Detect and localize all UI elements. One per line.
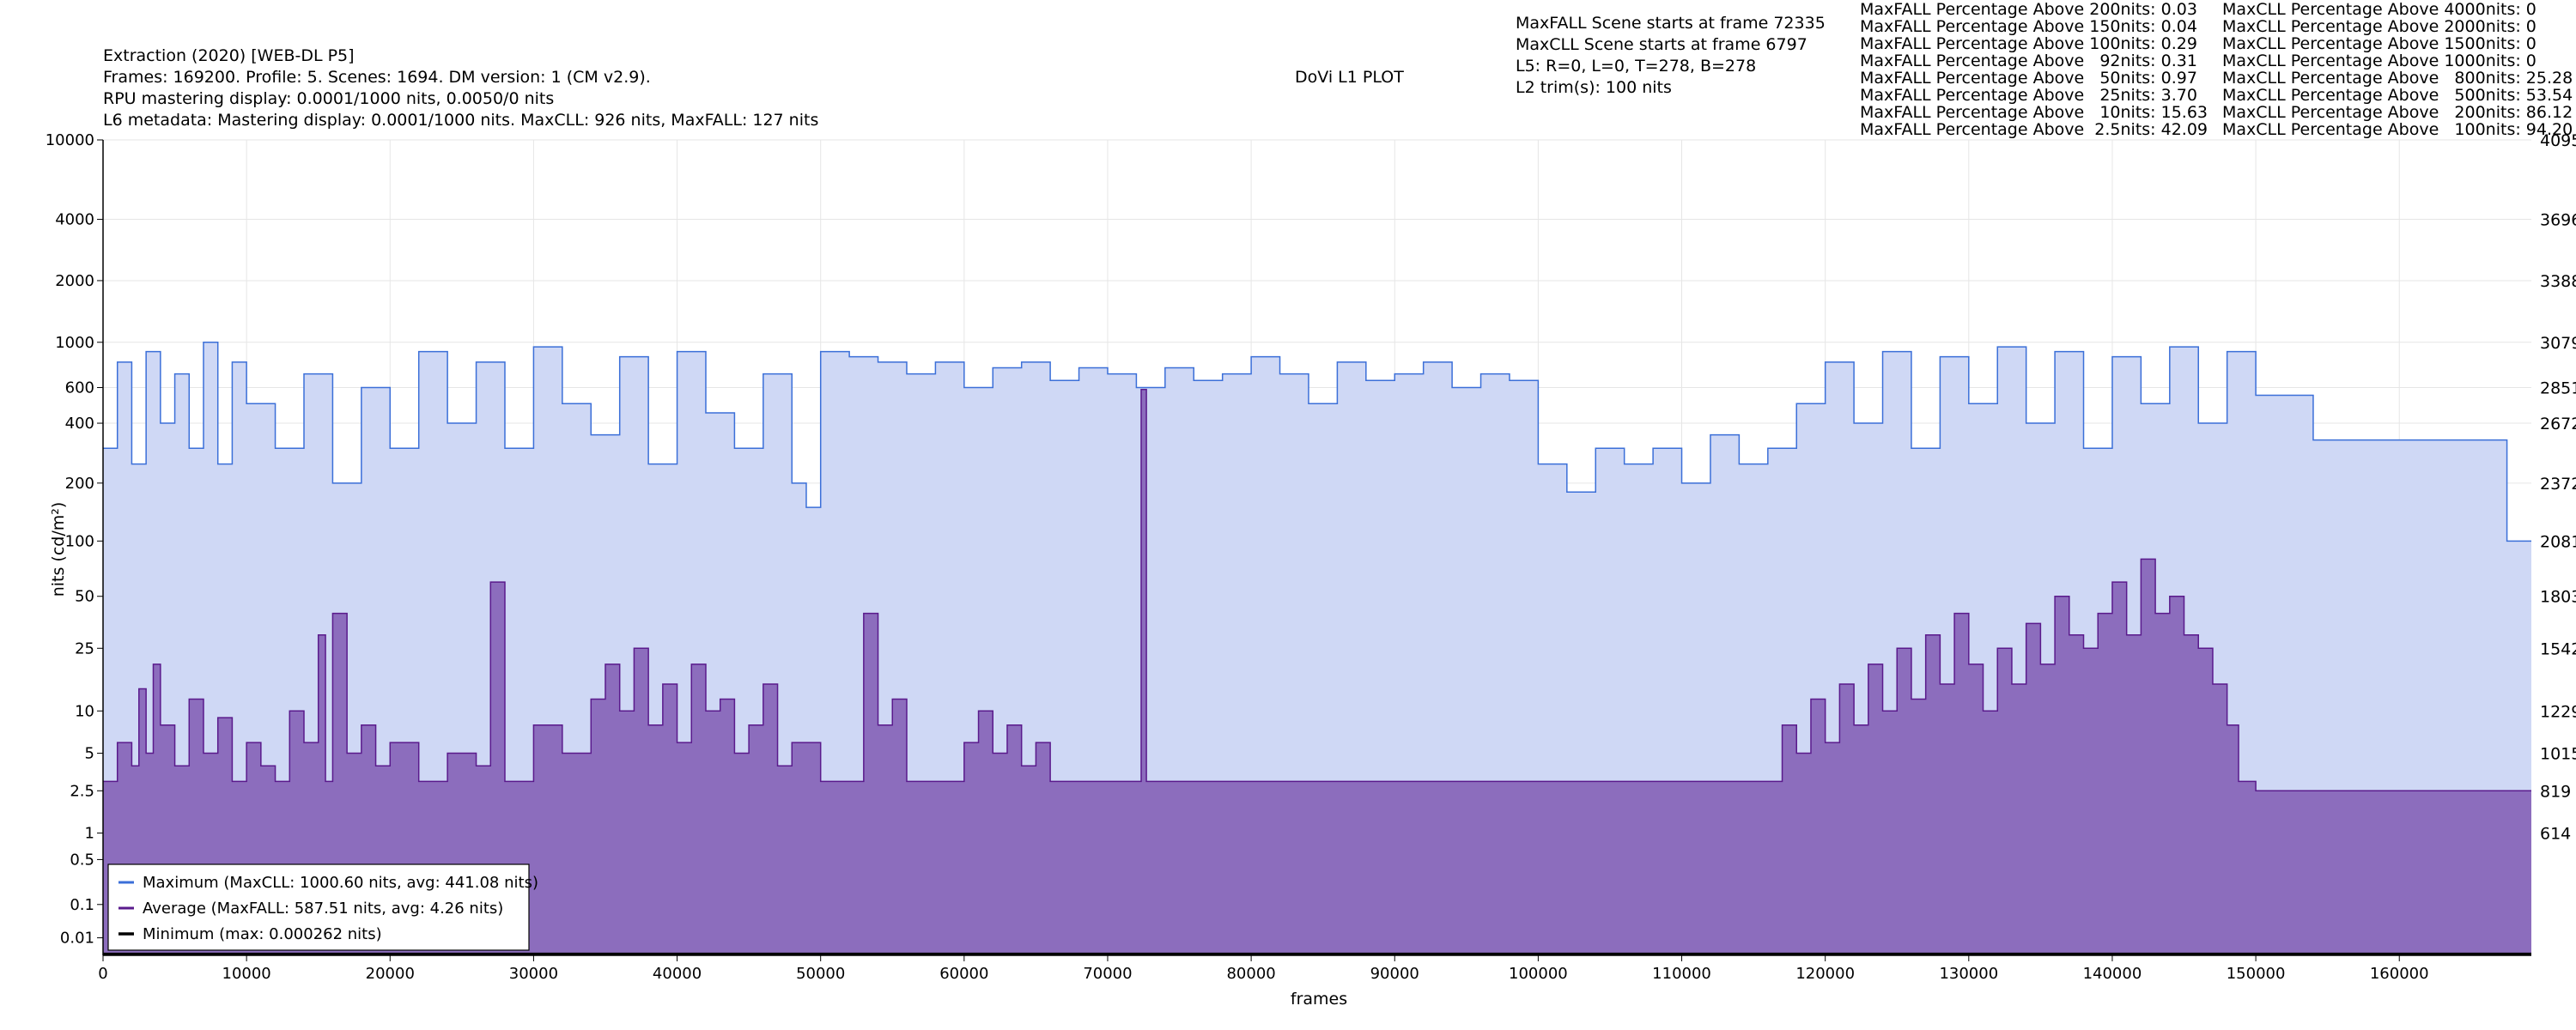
y-tick-label: 0.1 [70, 896, 94, 914]
maxfall-pct-line: MaxFALL Percentage Above 150nits: 0.04 [1860, 17, 2197, 36]
y-tick-label: 1000 [55, 334, 94, 352]
x-tick-label: 60000 [939, 965, 988, 983]
y2-tick-label: 1229 [2540, 702, 2576, 721]
axes [102, 140, 2531, 956]
y2-tick-label: 614 [2540, 825, 2571, 844]
x-tick-label: 150000 [2227, 965, 2286, 983]
x-tick-label: 140000 [2083, 965, 2142, 983]
y-tick-label: 400 [65, 415, 94, 433]
x-tick-label: 10000 [222, 965, 271, 983]
chart-title: Extraction (2020) [WEB-DL P5] [103, 46, 355, 65]
maxfall-pct-line: MaxFALL Percentage Above 25nits: 3.70 [1860, 86, 2197, 105]
x-tick-label: 110000 [1652, 965, 1711, 983]
scene-line-maxfall: MaxFALL Scene starts at frame 72335 [1516, 14, 1826, 33]
maxfall-pct-line: MaxFALL Percentage Above 10nits: 15.63 [1860, 103, 2208, 122]
y-tick-label: 2000 [55, 272, 94, 290]
y-tick-label: 4000 [55, 211, 94, 229]
series-line-average [103, 389, 2531, 792]
y-tick-label: 25 [75, 639, 94, 657]
scene-line-l5: L5: R=0, L=0, T=278, B=278 [1516, 57, 1757, 76]
y-tick-label: 2.5 [70, 782, 94, 800]
maxfall-pct-line: MaxFALL Percentage Above 200nits: 0.03 [1860, 0, 2197, 19]
y-tick-label: 0.5 [70, 851, 94, 869]
y2-tick-label: 2081 [2540, 532, 2576, 551]
y2-tick-label: 3696 [2540, 211, 2576, 230]
y-tick-label: 1 [85, 825, 94, 843]
x-tick-label: 30000 [509, 965, 558, 983]
x-axis-ticks: 0 10000 20000 30000 40000 50000 60000 70000 8000… [98, 955, 2429, 983]
x-tick-label: 0 [98, 965, 107, 983]
scene-line-maxcll: MaxCLL Scene starts at frame 6797 [1516, 35, 1807, 54]
legend-label-average: Average (MaxFALL: 587.51 nits, avg: 4.26… [143, 900, 503, 918]
y-tick-label: 10000 [46, 131, 94, 149]
series-area-average [103, 389, 2531, 955]
maxcll-pct-line: MaxCLL Percentage Above 500nits: 53.54 [2222, 86, 2573, 105]
y2-tick-label: 1015 [2540, 745, 2576, 764]
maxfall-pct-line: MaxFALL Percentage Above 50nits: 0.97 [1860, 69, 2197, 88]
maxcll-pct-line: MaxCLL Percentage Above 100nits: 94.20 [2222, 120, 2573, 139]
maxcll-pct-line: MaxCLL Percentage Above 1000nits: 0 [2222, 52, 2537, 70]
y2-tick-label: 1803 [2540, 588, 2576, 607]
x-tick-label: 120000 [1795, 965, 1855, 983]
legend-box [107, 863, 530, 951]
y2-tick-label: 4095 [2540, 131, 2576, 150]
y-tick-label: 50 [75, 588, 94, 606]
y2-tick-label: 2851 [2540, 379, 2576, 398]
x-tick-label: 50000 [796, 965, 845, 983]
y-tick-label: 100 [65, 532, 94, 550]
y2-tick-label: 3388 [2540, 272, 2576, 291]
maxcll-pct-line: MaxCLL Percentage Above 4000nits: 0 [2222, 0, 2537, 19]
x-tick-label: 90000 [1370, 965, 1419, 983]
x-tick-label: 70000 [1083, 965, 1132, 983]
series-lines [103, 342, 2531, 955]
header-line-l6: L6 metadata: Mastering display: 0.0001/1… [103, 111, 819, 130]
x-tick-label: 40000 [653, 965, 702, 983]
plot-center-title: DoVi L1 PLOT [1295, 68, 1404, 87]
header-line-frames: Frames: 169200. Profile: 5. Scenes: 1694… [103, 68, 651, 87]
y-axis-label: nits (cd/m²) [49, 502, 68, 597]
x-tick-label: 130000 [1939, 965, 1998, 983]
header-line-rpu: RPU mastering display: 0.0001/1000 nits,… [103, 89, 555, 108]
maxcll-pct-line: MaxCLL Percentage Above 2000nits: 0 [2222, 17, 2537, 36]
legend-label-maximum: Maximum (MaxCLL: 1000.60 nits, avg: 441.… [143, 874, 538, 892]
legend-label-minimum: Minimum (max: 0.000262 nits) [143, 925, 382, 943]
maxcll-pct-line: MaxCLL Percentage Above 1500nits: 0 [2222, 34, 2537, 53]
x-axis-label: frames [1291, 990, 1347, 1009]
y-tick-label: 200 [65, 475, 94, 493]
series-areas [103, 342, 2531, 955]
series-line-maximum [103, 342, 2531, 542]
maxfall-pct-line: MaxFALL Percentage Above 2.5nits: 42.09 [1860, 120, 2208, 139]
legend: Maximum (MaxCLL: 1000.60 nits, avg: 441.… [107, 863, 538, 951]
maxcll-pct-line: MaxCLL Percentage Above 800nits: 25.28 [2222, 69, 2573, 88]
y-tick-label: 600 [65, 379, 94, 397]
x-tick-label: 80000 [1226, 965, 1275, 983]
x-tick-label: 160000 [2370, 965, 2429, 983]
y2-tick-label: 819 [2540, 782, 2571, 801]
y-tick-label: 5 [85, 745, 94, 763]
x-tick-label: 20000 [366, 965, 415, 983]
maxfall-pct-line: MaxFALL Percentage Above 100nits: 0.29 [1860, 34, 2197, 53]
y-tick-label: 0.01 [60, 930, 94, 948]
maxcll-pct-line: MaxCLL Percentage Above 200nits: 86.12 [2222, 103, 2573, 122]
maxfall-pct-line: MaxFALL Percentage Above 92nits: 0.31 [1860, 52, 2197, 70]
x-tick-label: 100000 [1509, 965, 1568, 983]
y2-tick-label: 3079 [2540, 334, 2576, 353]
scene-line-l2: L2 trim(s): 100 nits [1516, 78, 1672, 97]
y-axis-ticks: 0.01 0.1 0.5 1 2.5 5 10 25 50 100 200 400 600 1000 200… [46, 131, 103, 948]
y2-tick-label: 1542 [2540, 639, 2576, 658]
y-tick-label: 10 [75, 702, 94, 720]
